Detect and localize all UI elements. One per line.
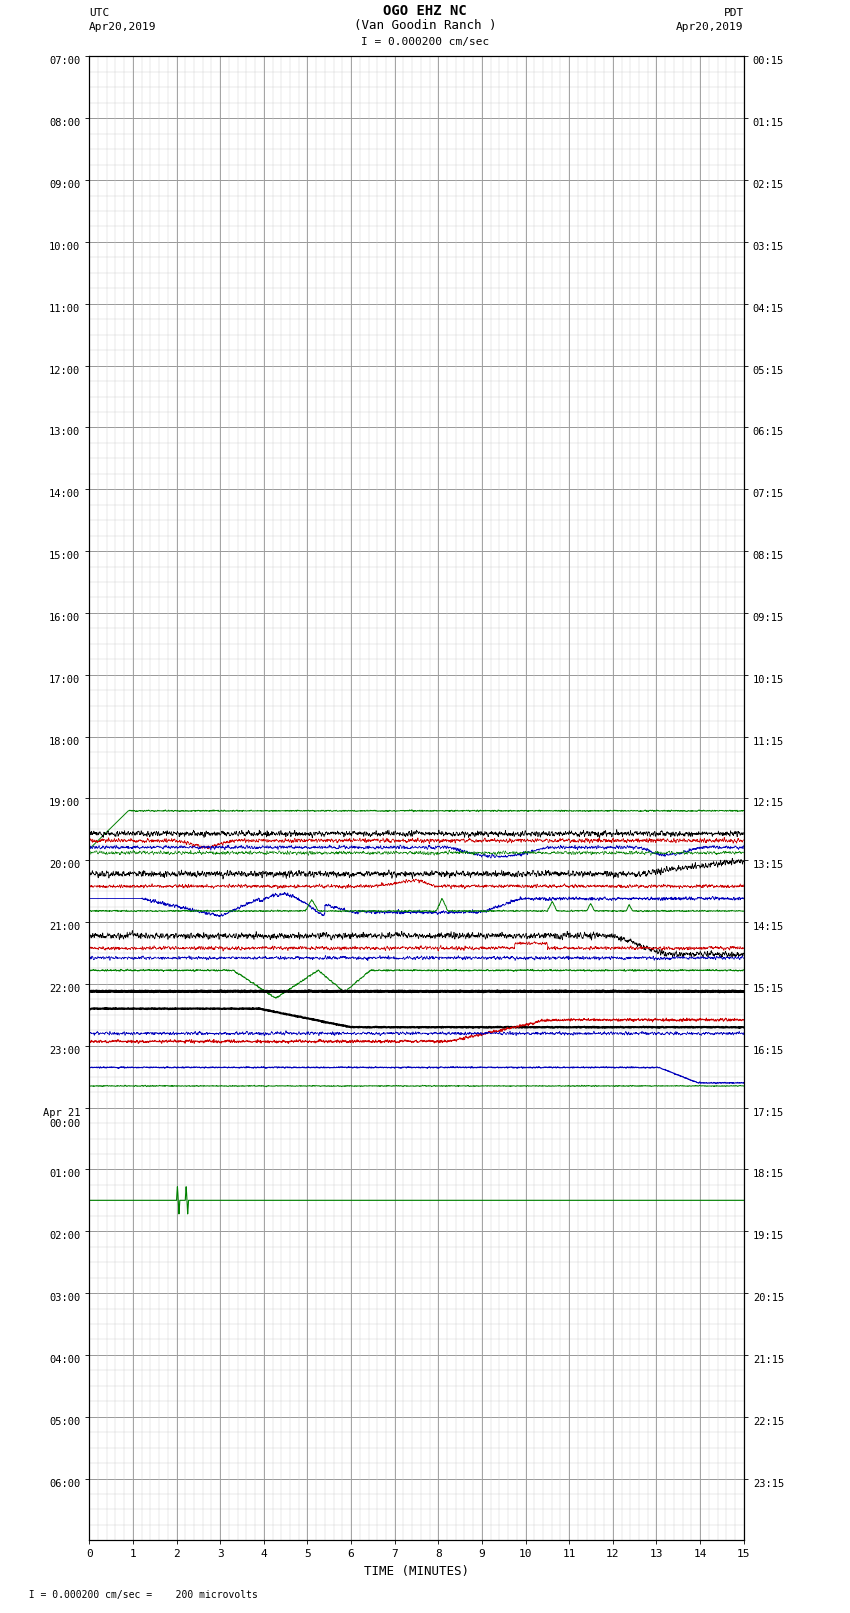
Text: UTC: UTC <box>89 8 110 18</box>
Text: OGO EHZ NC: OGO EHZ NC <box>383 3 467 18</box>
Text: Apr20,2019: Apr20,2019 <box>89 23 156 32</box>
Text: PDT: PDT <box>723 8 744 18</box>
Text: I = 0.000200 cm/sec =    200 microvolts: I = 0.000200 cm/sec = 200 microvolts <box>17 1590 258 1600</box>
Text: (Van Goodin Ranch ): (Van Goodin Ranch ) <box>354 19 496 32</box>
Text: I = 0.000200 cm/sec: I = 0.000200 cm/sec <box>361 37 489 47</box>
Text: Apr20,2019: Apr20,2019 <box>677 23 744 32</box>
X-axis label: TIME (MINUTES): TIME (MINUTES) <box>364 1565 469 1578</box>
